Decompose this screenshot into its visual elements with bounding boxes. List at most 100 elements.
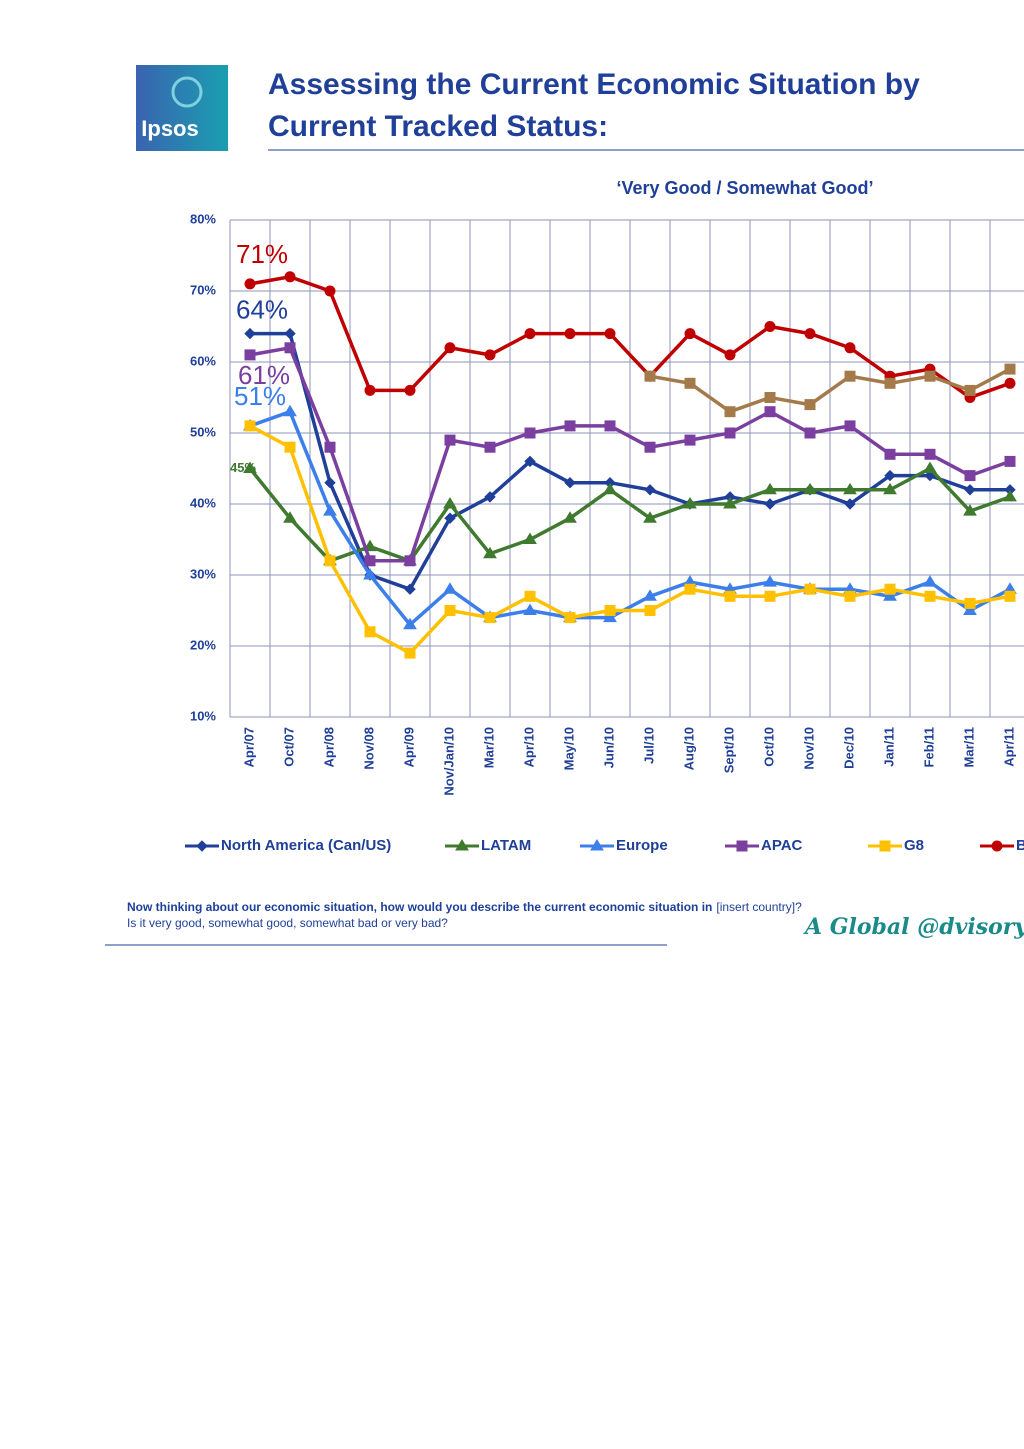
marker	[844, 590, 856, 602]
marker	[604, 328, 616, 340]
marker	[964, 470, 976, 482]
x-tick-label: Apr/07	[241, 727, 256, 767]
marker	[564, 328, 576, 340]
marker	[324, 476, 336, 489]
y-tick-label: 30%	[190, 566, 216, 581]
marker	[764, 321, 776, 332]
series-line	[250, 331, 1010, 592]
marker	[964, 597, 976, 609]
marker	[724, 349, 736, 361]
marker	[444, 434, 456, 446]
marker	[403, 617, 417, 630]
legend-label: North America (Can/US)	[221, 837, 391, 854]
marker	[963, 504, 977, 516]
x-tick-label: Mar/11	[961, 727, 976, 767]
marker	[724, 427, 736, 439]
x-tick-label: May/10	[561, 727, 576, 770]
marker	[524, 455, 536, 468]
marker	[1004, 455, 1016, 467]
marker	[643, 511, 657, 523]
marker	[524, 590, 536, 602]
marker	[924, 448, 936, 460]
series-line	[249, 409, 1011, 628]
marker	[524, 328, 536, 340]
legend-label: G8	[904, 837, 924, 854]
legend-marker	[736, 840, 748, 852]
marker	[923, 461, 937, 473]
x-tick-label: Oct/07	[281, 727, 296, 767]
marker	[283, 511, 297, 523]
marker	[964, 484, 976, 496]
marker	[244, 278, 256, 290]
marker	[884, 448, 896, 460]
marker	[964, 384, 976, 396]
x-tick-label: Sept/10	[721, 727, 736, 773]
marker	[404, 555, 416, 567]
y-tick-label: 70%	[190, 282, 216, 297]
series-line	[248, 466, 1011, 563]
marker	[844, 342, 856, 354]
marker	[523, 603, 537, 615]
marker	[763, 575, 777, 587]
marker	[283, 404, 297, 417]
marker	[644, 484, 656, 496]
marker	[603, 482, 617, 495]
marker	[364, 555, 376, 567]
marker	[804, 583, 816, 595]
y-tick-label: 40%	[190, 495, 216, 510]
marker	[364, 384, 376, 396]
marker	[603, 610, 617, 623]
marker	[683, 497, 697, 509]
marker	[884, 377, 896, 389]
legend-marker	[879, 840, 891, 852]
series-line	[249, 424, 1011, 656]
marker	[363, 568, 377, 580]
marker	[524, 427, 536, 439]
marker	[364, 626, 376, 638]
x-tick-label: Dec/10	[841, 727, 856, 769]
legend-marker	[196, 840, 208, 852]
marker	[324, 285, 336, 297]
marker	[924, 590, 936, 602]
marker	[963, 603, 977, 615]
brand: A Global @dvisory –	[803, 914, 1024, 940]
marker	[284, 342, 296, 354]
marker	[404, 583, 416, 595]
marker	[484, 612, 496, 624]
marker	[643, 589, 657, 601]
marker	[284, 441, 296, 453]
footnote: Is it very good, somewhat good, somewhat…	[127, 916, 448, 930]
legend-label: LATAM	[481, 837, 531, 854]
marker	[1004, 363, 1016, 375]
footnote-normal: [insert country]?	[716, 900, 802, 914]
marker	[244, 349, 256, 361]
series-line	[649, 367, 1011, 414]
marker	[484, 349, 496, 361]
marker	[844, 498, 856, 510]
marker	[644, 370, 656, 382]
y-tick-label: 10%	[190, 708, 216, 723]
marker	[404, 384, 416, 396]
subtitle: ‘Very Good / Somewhat Good’	[616, 178, 873, 198]
marker	[244, 420, 256, 432]
marker	[684, 377, 696, 389]
marker	[323, 504, 337, 516]
y-tick-label: 50%	[190, 424, 216, 439]
legend-marker	[590, 839, 604, 851]
marker	[1004, 377, 1016, 389]
marker	[764, 590, 776, 602]
marker	[324, 555, 336, 567]
y-tick-label: 60%	[190, 353, 216, 368]
y-tick-label: 80%	[190, 211, 216, 226]
marker	[684, 434, 696, 446]
marker	[404, 647, 416, 659]
marker	[443, 497, 457, 509]
marker	[444, 342, 456, 354]
data-label: 51%	[234, 381, 286, 411]
title: Assessing the Current Economic Situation…	[268, 68, 920, 101]
data-label: 61%	[238, 360, 290, 390]
x-tick-label: Feb/11	[921, 727, 936, 767]
marker	[723, 497, 737, 509]
